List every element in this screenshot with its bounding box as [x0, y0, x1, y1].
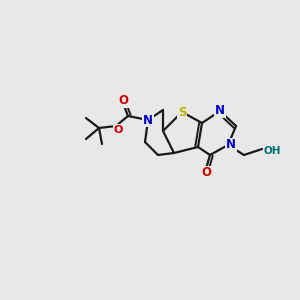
Text: OH: OH — [263, 146, 281, 156]
Text: N: N — [143, 113, 153, 127]
Text: O: O — [201, 167, 211, 179]
Text: O: O — [113, 125, 123, 135]
Text: N: N — [215, 104, 225, 118]
Text: O: O — [118, 94, 128, 107]
Text: N: N — [226, 139, 236, 152]
Text: S: S — [178, 106, 186, 118]
